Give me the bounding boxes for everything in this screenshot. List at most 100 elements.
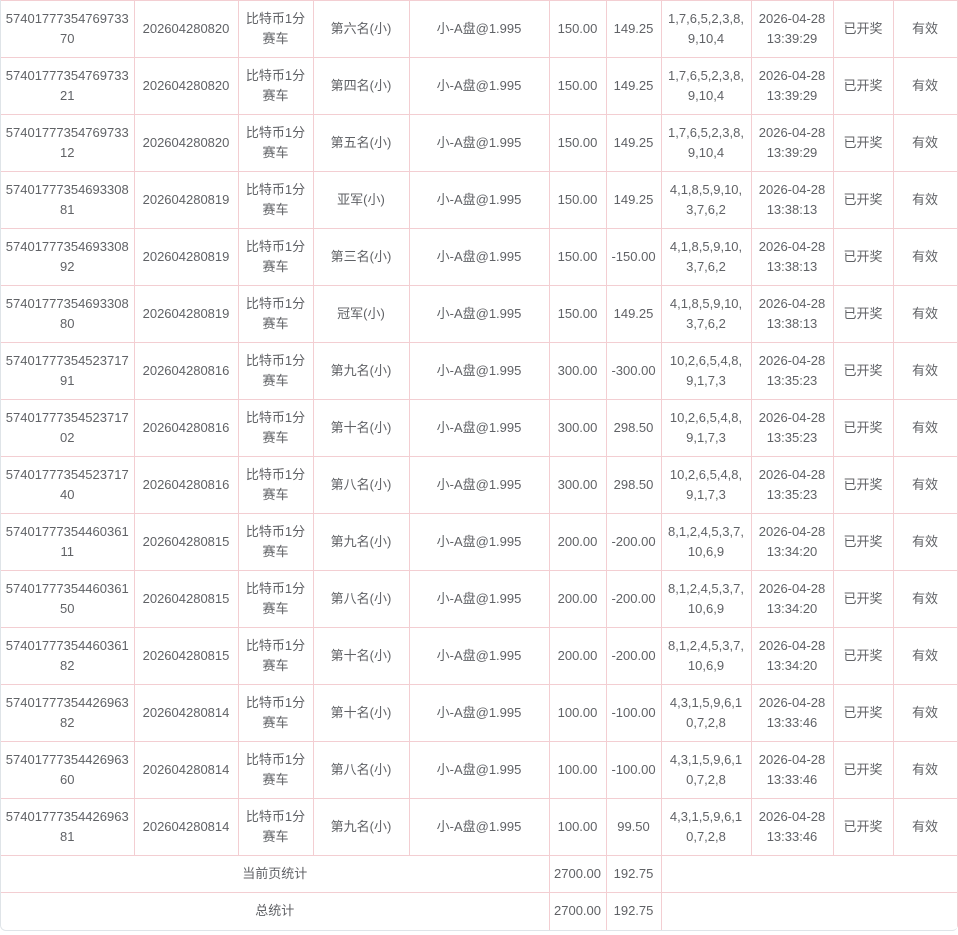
cell-time: 2026-04-28 13:35:23 — [750, 456, 834, 514]
summary-row-current-page: 当前页统计 2700.00 192.75 — [1, 855, 958, 893]
cell-validity: 有效 — [892, 228, 958, 286]
summary-win-loss: 192.75 — [605, 855, 662, 893]
cell-play: 小-A盘@1.995 — [408, 285, 550, 343]
cell-order-id: 5740177735452371702 — [1, 399, 135, 457]
cell-result: 10,2,6,5,4,8,9,1,7,3 — [660, 342, 752, 400]
cell-amount: 300.00 — [548, 399, 607, 457]
cell-position: 冠军(小) — [312, 285, 410, 343]
cell-order-id: 5740177735446036150 — [1, 570, 135, 628]
cell-time: 2026-04-28 13:39:29 — [750, 57, 834, 115]
cell-time: 2026-04-28 13:33:46 — [750, 684, 834, 742]
cell-validity: 有效 — [892, 399, 958, 457]
cell-win-loss: 298.50 — [605, 456, 662, 514]
cell-period: 202604280814 — [133, 684, 239, 742]
cell-result: 1,7,6,5,2,3,8,9,10,4 — [660, 57, 752, 115]
cell-result: 10,2,6,5,4,8,9,1,7,3 — [660, 399, 752, 457]
cell-win-loss: 149.25 — [605, 0, 662, 58]
cell-time: 2026-04-28 13:35:23 — [750, 342, 834, 400]
cell-validity: 有效 — [892, 684, 958, 742]
table-row: 5740177735452371702 202604280816 比特币1分赛车 第十… — [1, 399, 958, 457]
table-row: 5740177735442696360 202604280814 比特币1分赛车 第八… — [1, 741, 958, 799]
cell-win-loss: 99.50 — [605, 798, 662, 856]
cell-amount: 300.00 — [548, 342, 607, 400]
cell-win-loss: -100.00 — [605, 684, 662, 742]
table-row: 5740177735442696381 202604280814 比特币1分赛车 第九… — [1, 798, 958, 856]
cell-period: 202604280820 — [133, 57, 239, 115]
cell-status: 已开奖 — [832, 114, 894, 172]
cell-win-loss: -300.00 — [605, 342, 662, 400]
cell-amount: 300.00 — [548, 456, 607, 514]
cell-win-loss: -100.00 — [605, 741, 662, 799]
cell-status: 已开奖 — [832, 513, 894, 571]
cell-result: 4,1,8,5,9,10,3,7,6,2 — [660, 285, 752, 343]
cell-lottery: 比特币1分赛车 — [237, 114, 314, 172]
table-row: 5740177735476973370 202604280820 比特币1分赛车 第六… — [1, 0, 958, 58]
cell-amount: 200.00 — [548, 627, 607, 685]
cell-status: 已开奖 — [832, 798, 894, 856]
table-row: 5740177735469330881 202604280819 比特币1分赛车 亚军… — [1, 171, 958, 229]
cell-play: 小-A盘@1.995 — [408, 114, 550, 172]
cell-period: 202604280819 — [133, 171, 239, 229]
cell-play: 小-A盘@1.995 — [408, 0, 550, 58]
cell-order-id: 5740177735469330892 — [1, 228, 135, 286]
cell-validity: 有效 — [892, 456, 958, 514]
cell-time: 2026-04-28 13:33:46 — [750, 798, 834, 856]
cell-win-loss: -200.00 — [605, 570, 662, 628]
cell-order-id: 5740177735476973312 — [1, 114, 135, 172]
cell-amount: 100.00 — [548, 798, 607, 856]
cell-win-loss: 149.25 — [605, 114, 662, 172]
cell-status: 已开奖 — [832, 627, 894, 685]
cell-status: 已开奖 — [832, 0, 894, 58]
cell-play: 小-A盘@1.995 — [408, 399, 550, 457]
cell-play: 小-A盘@1.995 — [408, 342, 550, 400]
cell-win-loss: 149.25 — [605, 171, 662, 229]
cell-amount: 150.00 — [548, 228, 607, 286]
cell-validity: 有效 — [892, 741, 958, 799]
cell-validity: 有效 — [892, 0, 958, 58]
cell-result: 4,3,1,5,9,6,10,7,2,8 — [660, 798, 752, 856]
cell-time: 2026-04-28 13:38:13 — [750, 228, 834, 286]
table-row: 5740177735476973321 202604280820 比特币1分赛车 第四… — [1, 57, 958, 115]
cell-time: 2026-04-28 13:39:29 — [750, 0, 834, 58]
cell-validity: 有效 — [892, 114, 958, 172]
cell-position: 第五名(小) — [312, 114, 410, 172]
cell-time: 2026-04-28 13:35:23 — [750, 399, 834, 457]
cell-status: 已开奖 — [832, 684, 894, 742]
cell-order-id: 5740177735452371791 — [1, 342, 135, 400]
cell-position: 第三名(小) — [312, 228, 410, 286]
cell-status: 已开奖 — [832, 57, 894, 115]
cell-result: 8,1,2,4,5,3,7,10,6,9 — [660, 627, 752, 685]
cell-period: 202604280815 — [133, 570, 239, 628]
summary-empty-cell — [660, 892, 958, 930]
cell-validity: 有效 — [892, 627, 958, 685]
table-row: 5740177735476973312 202604280820 比特币1分赛车 第五… — [1, 114, 958, 172]
cell-play: 小-A盘@1.995 — [408, 456, 550, 514]
cell-play: 小-A盘@1.995 — [408, 798, 550, 856]
cell-position: 亚军(小) — [312, 171, 410, 229]
cell-validity: 有效 — [892, 798, 958, 856]
cell-time: 2026-04-28 13:39:29 — [750, 114, 834, 172]
cell-play: 小-A盘@1.995 — [408, 570, 550, 628]
cell-position: 第十名(小) — [312, 627, 410, 685]
summary-label: 当前页统计 — [1, 855, 550, 893]
cell-validity: 有效 — [892, 570, 958, 628]
cell-status: 已开奖 — [832, 741, 894, 799]
cell-lottery: 比特币1分赛车 — [237, 57, 314, 115]
cell-validity: 有效 — [892, 513, 958, 571]
cell-status: 已开奖 — [832, 171, 894, 229]
cell-status: 已开奖 — [832, 285, 894, 343]
cell-play: 小-A盘@1.995 — [408, 228, 550, 286]
cell-lottery: 比特币1分赛车 — [237, 399, 314, 457]
cell-period: 202604280814 — [133, 741, 239, 799]
cell-lottery: 比特币1分赛车 — [237, 456, 314, 514]
cell-win-loss: 149.25 — [605, 285, 662, 343]
cell-period: 202604280815 — [133, 513, 239, 571]
summary-label: 总统计 — [1, 892, 550, 930]
summary-empty-cell — [660, 855, 958, 893]
table-row: 5740177735442696382 202604280814 比特币1分赛车 第十… — [1, 684, 958, 742]
cell-position: 第八名(小) — [312, 570, 410, 628]
table-row: 5740177735446036150 202604280815 比特币1分赛车 第八… — [1, 570, 958, 628]
summary-win-loss: 192.75 — [605, 892, 662, 930]
cell-status: 已开奖 — [832, 228, 894, 286]
summary-row-total: 总统计 2700.00 192.75 — [1, 892, 958, 930]
